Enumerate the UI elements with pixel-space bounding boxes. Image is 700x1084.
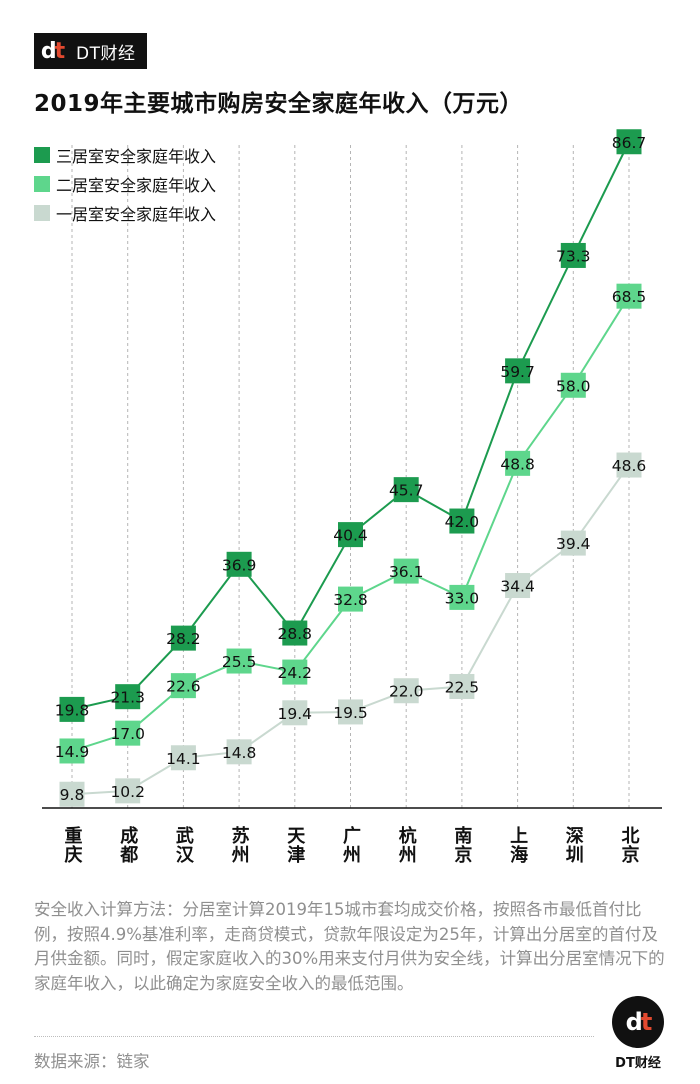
data-point-s1-1 bbox=[115, 720, 141, 746]
data-label-s2-10: 48.6 bbox=[612, 457, 647, 475]
x-tick-label-3: 苏州 bbox=[229, 825, 251, 864]
legend: 三居室安全家庭年收入 二居室安全家庭年收入 一居室安全家庭年收入 bbox=[34, 140, 216, 227]
data-label-s0-0: 19.8 bbox=[55, 701, 90, 719]
data-point-s0-2 bbox=[170, 625, 196, 651]
data-label-s0-7: 42.0 bbox=[445, 513, 480, 531]
data-label-s1-3: 25.5 bbox=[222, 653, 257, 671]
data-label-s2-5: 19.5 bbox=[333, 704, 368, 722]
data-label-s2-6: 22.0 bbox=[389, 683, 424, 701]
x-tick-label-6: 杭州 bbox=[396, 825, 418, 864]
x-tick-label-5: 广州 bbox=[340, 825, 362, 864]
data-point-s0-7 bbox=[449, 508, 475, 534]
x-tick-label-0: 重庆 bbox=[62, 825, 83, 864]
data-label-s0-9: 73.3 bbox=[556, 247, 591, 265]
methodology-note: 安全收入计算方法：分居室计算2019年15城市套均成交价格，按照各市最低首付比例… bbox=[34, 900, 665, 993]
data-point-s2-6 bbox=[393, 678, 419, 704]
data-point-s1-5 bbox=[338, 586, 363, 612]
data-label-s2-0: 9.8 bbox=[60, 786, 85, 804]
data-label-s0-2: 28.2 bbox=[166, 630, 201, 648]
legend-label-one-room: 一居室安全家庭年收入 bbox=[56, 204, 217, 224]
divider bbox=[34, 1036, 594, 1037]
data-point-s1-8 bbox=[505, 450, 531, 476]
data-label-s1-10: 68.5 bbox=[612, 288, 647, 306]
data-label-s1-7: 33.0 bbox=[445, 589, 480, 607]
data-label-s1-5: 32.8 bbox=[333, 591, 368, 609]
data-point-s2-5 bbox=[338, 699, 363, 725]
corner-brand-name: DT财经 bbox=[615, 1056, 661, 1071]
data-point-s0-4 bbox=[282, 620, 308, 646]
data-label-s2-2: 14.1 bbox=[166, 750, 201, 768]
data-label-s2-4: 19.4 bbox=[278, 705, 313, 723]
x-tick-label-9: 深圳 bbox=[563, 825, 584, 864]
data-point-s0-8 bbox=[505, 358, 531, 384]
data-label-s0-4: 28.8 bbox=[278, 625, 313, 643]
data-point-s1-6 bbox=[393, 558, 419, 584]
x-tick-label-1: 成都 bbox=[117, 825, 139, 864]
data-label-s0-10: 86.7 bbox=[612, 134, 647, 152]
legend-item-one-room: 一居室安全家庭年收入 bbox=[34, 198, 216, 227]
legend-label-two-room: 二居室安全家庭年收入 bbox=[56, 175, 217, 195]
data-label-s0-8: 59.7 bbox=[500, 363, 535, 381]
data-point-s1-2 bbox=[170, 673, 196, 699]
legend-item-two-room: 二居室安全家庭年收入 bbox=[34, 169, 216, 198]
data-point-s2-9 bbox=[560, 530, 586, 556]
brand-name: DT财经 bbox=[76, 43, 136, 64]
data-point-s2-1 bbox=[115, 778, 141, 804]
data-point-s2-3 bbox=[226, 739, 252, 765]
data-label-s2-3: 14.8 bbox=[222, 744, 257, 762]
data-label-s1-1: 17.0 bbox=[110, 725, 145, 743]
data-label-s1-9: 58.0 bbox=[556, 377, 591, 395]
legend-label-three-room: 三居室安全家庭年收入 bbox=[56, 146, 217, 166]
data-label-s1-6: 36.1 bbox=[389, 563, 424, 581]
data-label-s0-6: 45.7 bbox=[389, 482, 424, 500]
data-point-s0-1 bbox=[115, 684, 141, 710]
data-point-s0-3 bbox=[226, 551, 252, 577]
data-label-s2-7: 22.5 bbox=[445, 678, 480, 696]
data-source: 数据来源：链家 bbox=[34, 1052, 150, 1071]
legend-item-three-room: 三居室安全家庭年收入 bbox=[34, 140, 216, 169]
data-point-s0-6 bbox=[393, 477, 419, 503]
x-tick-label-2: 武汉 bbox=[173, 826, 194, 864]
data-label-s2-1: 10.2 bbox=[110, 783, 145, 801]
data-point-s2-0 bbox=[59, 781, 85, 807]
data-point-s1-4 bbox=[282, 659, 308, 685]
data-point-s1-3 bbox=[226, 648, 252, 674]
data-point-s0-0 bbox=[59, 696, 85, 722]
data-point-s2-8 bbox=[505, 573, 531, 599]
data-point-s2-10 bbox=[616, 452, 642, 478]
legend-swatch-two-room bbox=[34, 175, 50, 192]
data-label-s0-5: 40.4 bbox=[333, 527, 368, 545]
data-point-s2-7 bbox=[449, 673, 475, 699]
data-point-s2-2 bbox=[170, 745, 196, 771]
data-point-s2-4 bbox=[282, 700, 308, 726]
data-label-s0-3: 36.9 bbox=[222, 556, 257, 574]
data-label-s0-1: 21.3 bbox=[110, 689, 145, 707]
data-label-s1-0: 14.9 bbox=[55, 743, 90, 761]
data-label-s1-4: 24.2 bbox=[278, 664, 313, 682]
data-point-s1-9 bbox=[560, 372, 586, 398]
x-tick-label-7: 南京 bbox=[451, 825, 472, 864]
data-point-s0-9 bbox=[560, 242, 586, 268]
series-line-2 bbox=[71, 464, 630, 796]
data-point-s0-5 bbox=[338, 522, 363, 548]
data-label-s1-8: 48.8 bbox=[500, 455, 535, 473]
data-label-s2-8: 34.4 bbox=[500, 578, 535, 596]
data-point-s1-7 bbox=[449, 584, 475, 610]
legend-swatch-three-room bbox=[34, 146, 50, 163]
x-tick-label-10: 北京 bbox=[619, 826, 640, 864]
legend-swatch-one-room bbox=[34, 204, 50, 221]
x-tick-label-4: 天津 bbox=[284, 826, 305, 864]
data-point-s0-10 bbox=[616, 129, 642, 155]
data-label-s1-2: 22.6 bbox=[166, 678, 201, 696]
data-point-s1-0 bbox=[59, 738, 85, 764]
line-chart: 重庆 成都 武汉 苏州 天津 广州 杭州 南京 上海 深圳 北京 9.8 10.2 14.1 14.8 19.… bbox=[42, 129, 662, 864]
chart-title: 2019年主要城市购房安全家庭年收入（万元） bbox=[34, 91, 524, 117]
x-tick-label-8: 上海 bbox=[507, 826, 528, 864]
data-point-s1-10 bbox=[616, 283, 642, 309]
data-label-s2-9: 39.4 bbox=[556, 535, 591, 553]
